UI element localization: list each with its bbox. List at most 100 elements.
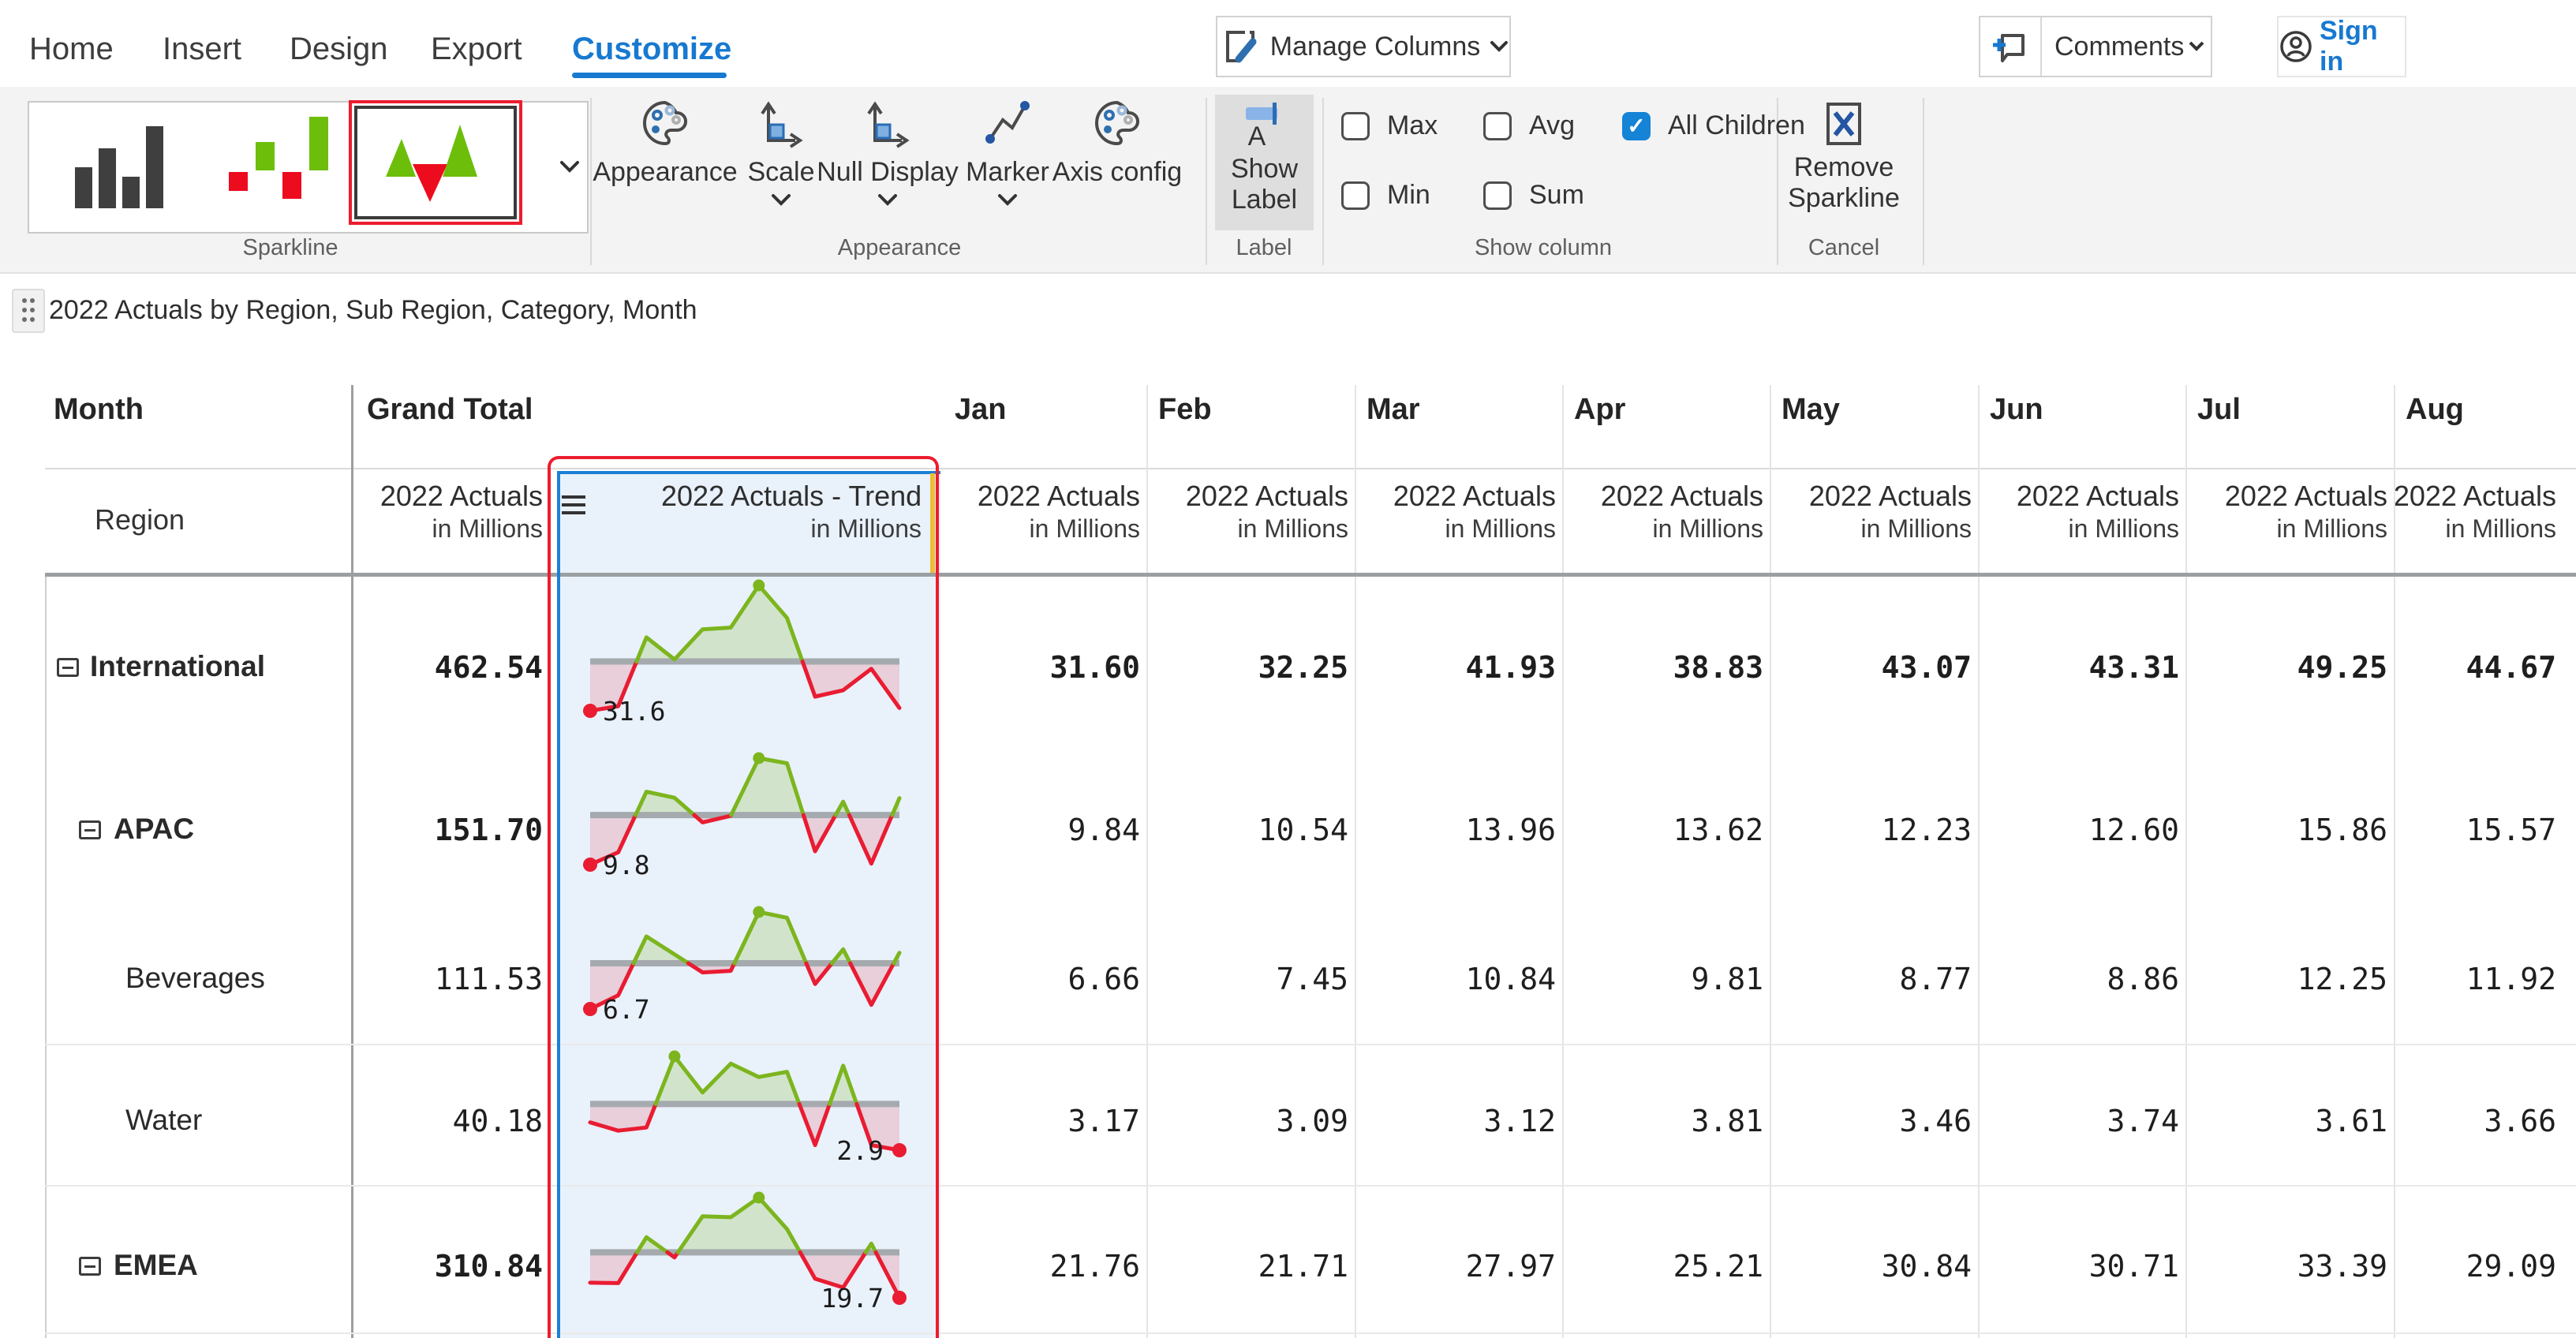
- trend-sparkline-water[interactable]: 2.9: [552, 1044, 940, 1185]
- tab-customize[interactable]: Customize: [572, 32, 732, 66]
- ribbon-item-axis-config[interactable]: Axis config: [1023, 98, 1212, 188]
- measure-label-jul[interactable]: 2022 Actuals: [2224, 480, 2387, 512]
- value-emea-jun[interactable]: 30.71: [2088, 1248, 2179, 1284]
- value-emea-jul[interactable]: 33.39: [2297, 1248, 2387, 1284]
- sign-in-button[interactable]: Sign in: [2277, 16, 2406, 77]
- value-apac-jul[interactable]: 15.86: [2297, 813, 2387, 848]
- trend-column-menu-icon[interactable]: [562, 491, 585, 519]
- value-international-feb[interactable]: 32.25: [1258, 650, 1348, 686]
- row-label-international[interactable]: International: [90, 650, 266, 683]
- month-header-mar[interactable]: Mar: [1367, 393, 1420, 426]
- grand-total-value-beverages[interactable]: 111.53: [434, 961, 543, 996]
- value-emea-jan[interactable]: 21.76: [1049, 1248, 1140, 1284]
- value-apac-jun[interactable]: 12.60: [2088, 813, 2179, 848]
- collapse-toggle-apac[interactable]: [79, 820, 101, 840]
- measure-label-jan[interactable]: 2022 Actuals: [977, 480, 1140, 512]
- value-beverages-aug[interactable]: 11.92: [2466, 961, 2556, 996]
- unchecked-checkbox-icon[interactable]: [1483, 181, 1512, 210]
- tab-home[interactable]: Home: [29, 32, 114, 66]
- visual-drag-handle[interactable]: [12, 289, 45, 333]
- grand-total-value-water[interactable]: 40.18: [452, 1104, 543, 1139]
- row-label-beverages[interactable]: Beverages: [125, 961, 265, 994]
- value-water-jan[interactable]: 3.17: [1067, 1104, 1140, 1139]
- trend-column-resize-handle[interactable]: [930, 473, 935, 573]
- measure-label-feb[interactable]: 2022 Actuals: [1185, 480, 1348, 512]
- checkbox-sum[interactable]: Sum: [1483, 180, 1584, 211]
- measure-label-may[interactable]: 2022 Actuals: [1808, 480, 1972, 512]
- month-header-jun[interactable]: Jun: [1990, 393, 2043, 426]
- value-beverages-mar[interactable]: 10.84: [1465, 961, 1556, 996]
- value-international-apr[interactable]: 38.83: [1673, 650, 1763, 686]
- value-international-jul[interactable]: 49.25: [2297, 650, 2387, 686]
- collapse-toggle-international[interactable]: [57, 658, 79, 678]
- measure-label-jun[interactable]: 2022 Actuals: [2016, 480, 2179, 512]
- trend-column-selection-ring[interactable]: [548, 456, 939, 1338]
- value-beverages-feb[interactable]: 7.45: [1276, 961, 1348, 996]
- value-apac-jan[interactable]: 9.84: [1067, 813, 1140, 848]
- value-apac-aug[interactable]: 15.57: [2466, 813, 2556, 848]
- chevron-down-icon[interactable]: [793, 194, 982, 211]
- value-international-may[interactable]: 43.07: [1881, 650, 1972, 686]
- checkbox-avg[interactable]: Avg: [1483, 110, 1575, 141]
- measure-label-apr[interactable]: 2022 Actuals: [1600, 480, 1763, 512]
- sparkline-option-area-trend[interactable]: [349, 100, 522, 225]
- checked-checkbox-icon[interactable]: ✓: [1622, 111, 1651, 140]
- collapse-toggle-emea[interactable]: [79, 1256, 101, 1276]
- month-header-jan[interactable]: Jan: [955, 393, 1007, 426]
- row-dimension-label[interactable]: Region: [95, 503, 185, 536]
- trend-sparkline-apac[interactable]: 9.8: [552, 746, 940, 899]
- chevron-down-icon[interactable]: [913, 194, 1102, 211]
- sparkline-gallery-expand-button[interactable]: [552, 101, 589, 234]
- trend-sparkline-international[interactable]: 31.6: [552, 573, 940, 746]
- month-header-may[interactable]: May: [1782, 393, 1840, 426]
- checkbox-all-children[interactable]: ✓ All Children: [1622, 110, 1805, 141]
- ribbon-item-appearance[interactable]: Appearance: [570, 98, 760, 188]
- tab-design[interactable]: Design: [290, 32, 388, 66]
- grand-total-header[interactable]: Grand Total: [367, 393, 533, 426]
- month-header-jul[interactable]: Jul: [2197, 393, 2241, 426]
- corner-header-month[interactable]: Month: [54, 393, 144, 426]
- value-emea-mar[interactable]: 27.97: [1465, 1248, 1556, 1284]
- value-water-jun[interactable]: 3.74: [2107, 1104, 2179, 1139]
- value-emea-aug[interactable]: 29.09: [2466, 1248, 2556, 1284]
- unchecked-checkbox-icon[interactable]: [1483, 111, 1512, 140]
- manage-columns-button[interactable]: Manage Columns: [1216, 16, 1511, 77]
- value-water-aug[interactable]: 3.66: [2484, 1104, 2556, 1139]
- measure-label-mar[interactable]: 2022 Actuals: [1393, 480, 1556, 512]
- month-header-apr[interactable]: Apr: [1574, 393, 1626, 426]
- ribbon-item-null-display[interactable]: Null Display: [793, 98, 982, 211]
- grand-total-measure-label[interactable]: 2022 Actuals: [379, 480, 543, 512]
- row-label-apac[interactable]: APAC: [114, 813, 195, 846]
- value-water-may[interactable]: 3.46: [1899, 1104, 1972, 1139]
- value-water-jul[interactable]: 3.61: [2315, 1104, 2387, 1139]
- value-apac-may[interactable]: 12.23: [1881, 813, 1972, 848]
- value-apac-apr[interactable]: 13.62: [1673, 813, 1763, 848]
- value-beverages-may[interactable]: 8.77: [1899, 961, 1972, 996]
- value-international-mar[interactable]: 41.93: [1465, 650, 1556, 686]
- value-water-mar[interactable]: 3.12: [1483, 1104, 1556, 1139]
- trend-header-label[interactable]: 2022 Actuals - Trend: [661, 480, 922, 512]
- chevron-down-icon[interactable]: [686, 194, 876, 211]
- month-header-aug[interactable]: Aug: [2406, 393, 2464, 426]
- ribbon-item-marker[interactable]: Marker: [913, 98, 1102, 211]
- comments-button[interactable]: Comments: [1979, 16, 2212, 77]
- unchecked-checkbox-icon[interactable]: [1341, 111, 1370, 140]
- sparkline-option-winloss[interactable]: [209, 107, 359, 224]
- value-emea-may[interactable]: 30.84: [1881, 1248, 1972, 1284]
- tab-export[interactable]: Export: [431, 32, 522, 66]
- checkbox-max[interactable]: Max: [1341, 110, 1438, 141]
- value-international-aug[interactable]: 44.67: [2466, 650, 2556, 686]
- trend-sparkline-beverages[interactable]: 6.7: [552, 899, 940, 1044]
- row-label-emea[interactable]: EMEA: [114, 1248, 198, 1281]
- trend-sparkline-emea[interactable]: 19.7: [552, 1185, 940, 1332]
- show-label-button[interactable]: A Show Label: [1215, 95, 1314, 230]
- value-apac-mar[interactable]: 13.96: [1465, 813, 1556, 848]
- value-emea-apr[interactable]: 25.21: [1673, 1248, 1763, 1284]
- ribbon-item-scale[interactable]: Scale: [686, 98, 876, 211]
- value-beverages-jan[interactable]: 6.66: [1067, 961, 1140, 996]
- unchecked-checkbox-icon[interactable]: [1341, 181, 1370, 210]
- row-label-water[interactable]: Water: [125, 1104, 203, 1137]
- measure-label-aug[interactable]: 2022 Actuals: [2393, 480, 2556, 512]
- value-international-jan[interactable]: 31.60: [1049, 650, 1140, 686]
- value-beverages-jun[interactable]: 8.86: [2107, 961, 2179, 996]
